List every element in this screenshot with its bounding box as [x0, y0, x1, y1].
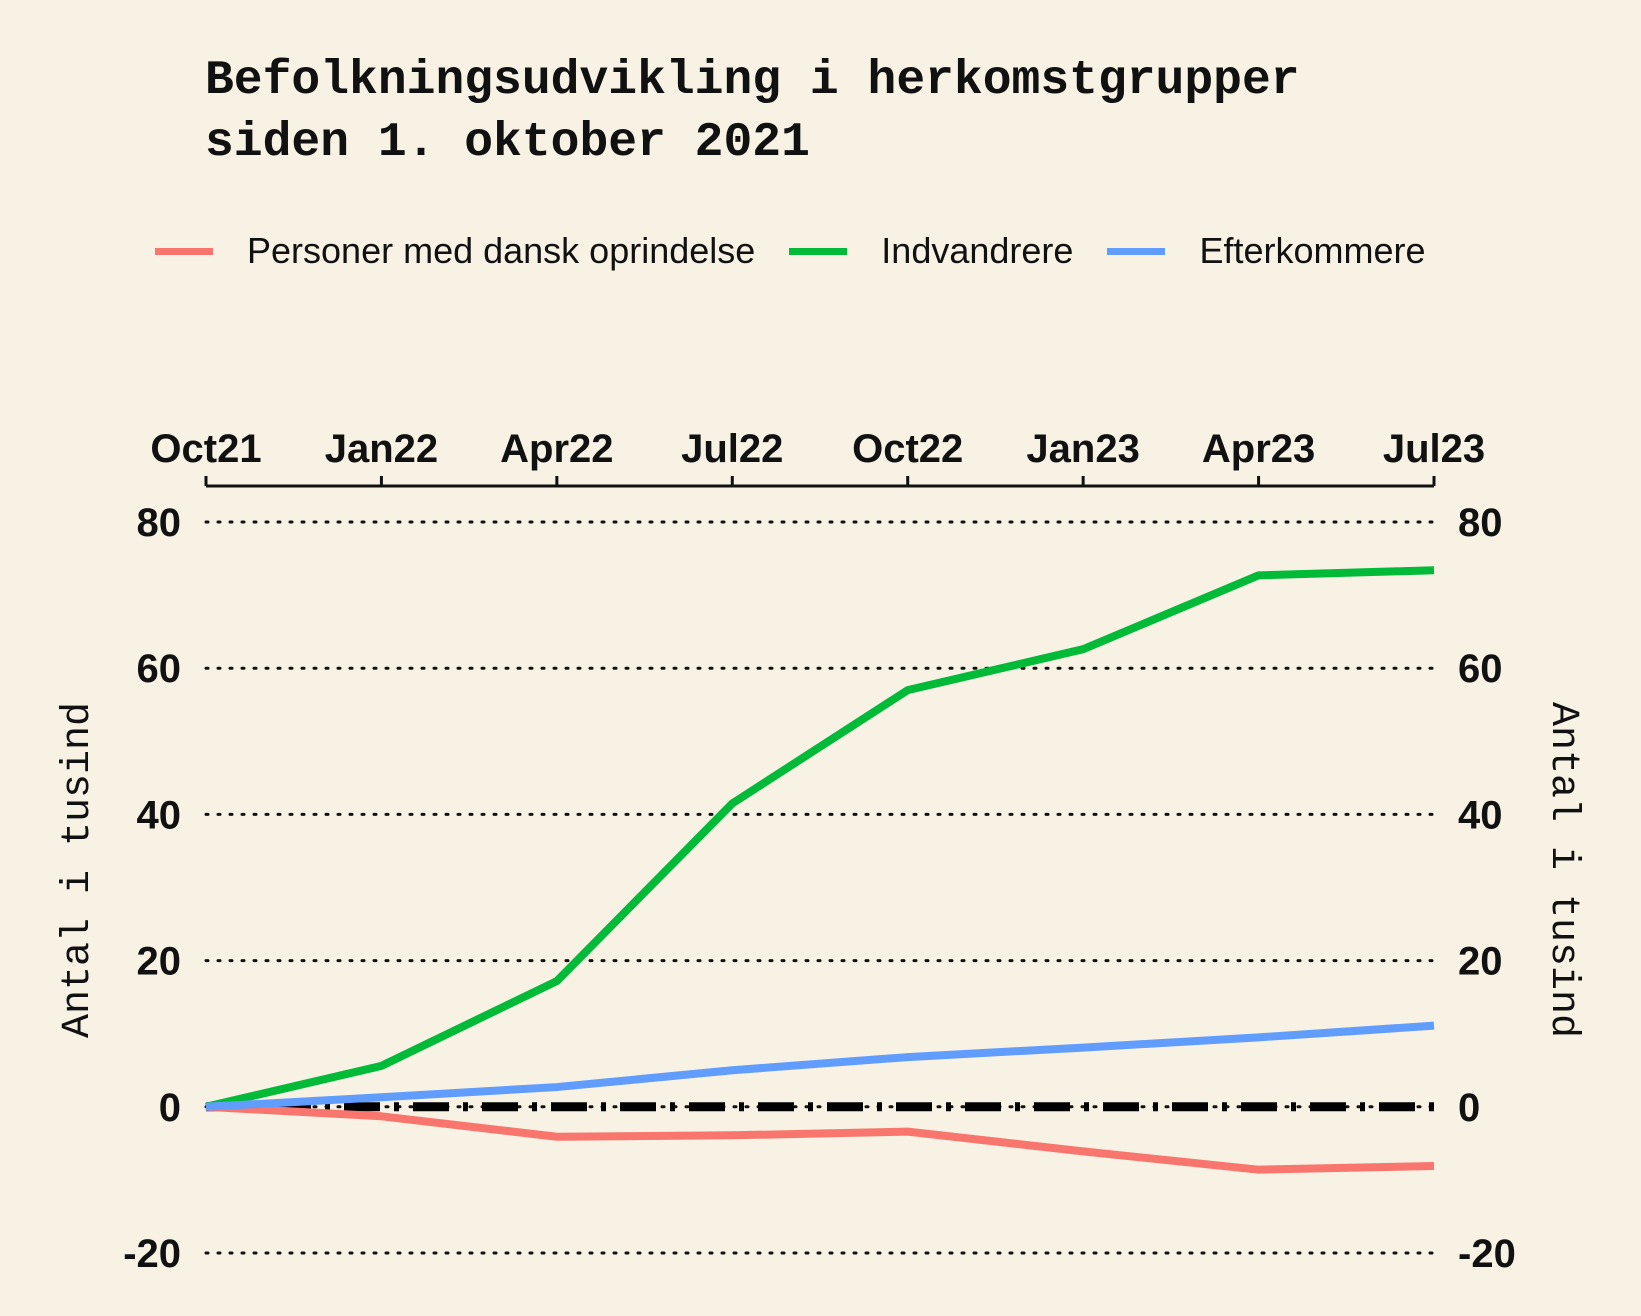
- legend-swatch: [789, 247, 848, 255]
- x-tick-label: Oct21: [150, 427, 261, 471]
- legend-swatch: [155, 247, 213, 255]
- legend: Personer med dansk oprindelse Indvandrere…: [155, 230, 1460, 272]
- y-tick-label-right: 80: [1458, 501, 1503, 545]
- y-tick-label-right: 60: [1458, 647, 1503, 691]
- x-tick-label: Jul22: [681, 427, 783, 471]
- x-tick-label: Jul23: [1383, 427, 1485, 471]
- legend-label: Efterkommere: [1199, 230, 1426, 271]
- x-tick-label: Apr22: [500, 427, 613, 471]
- legend-item: Personer med dansk oprindelse: [155, 230, 755, 272]
- gridlines: [204, 520, 1436, 1255]
- y-axis-title-right: Antal i tusind: [1540, 702, 1585, 1038]
- y-tick-label-right: 0: [1458, 1086, 1480, 1130]
- x-tick-label: Oct22: [852, 427, 963, 471]
- y-axis-title-left: Antal i tusind: [56, 702, 101, 1038]
- y-tick-label-left: 0: [159, 1086, 181, 1130]
- y-tick-label-left: 20: [137, 940, 182, 984]
- legend-item: Efterkommere: [1107, 230, 1426, 272]
- y-tick-label-right: -20: [1458, 1232, 1516, 1276]
- y-tick-label-left: 40: [137, 793, 182, 837]
- x-tick-label: Apr23: [1202, 427, 1315, 471]
- y-axis-right: -20 0 20 40 60 80: [1458, 501, 1516, 1276]
- y-tick-label-left: 60: [137, 647, 182, 691]
- x-axis: Oct21 Jan22 Apr22 Jul22 Oct22 Jan23 Apr23 Jul23: [150, 427, 1485, 488]
- x-tick-label: Jan22: [325, 427, 438, 471]
- legend-swatch: [1107, 247, 1166, 255]
- chart-title: Befolkningsudvikling i herkomstgrupper s…: [205, 54, 1300, 170]
- legend-item: Indvandrere: [789, 230, 1073, 272]
- legend-label: Indvandrere: [881, 230, 1074, 271]
- legend-label: Personer med dansk oprindelse: [247, 230, 756, 271]
- y-tick-label-right: 20: [1458, 940, 1503, 984]
- series-lines: [205, 566, 1435, 1174]
- y-axis-left: -20 0 20 40 60 80: [123, 501, 181, 1276]
- y-tick-label-left: -20: [123, 1232, 181, 1276]
- series-line-personer-med-dansk-oprindelse: [205, 1102, 1435, 1174]
- series-line-indvandrere: [205, 566, 1435, 1111]
- series-line-efterkommere: [205, 1021, 1435, 1111]
- x-tick-label: Jan23: [1026, 427, 1139, 471]
- y-tick-label-left: 80: [137, 501, 182, 545]
- y-tick-label-right: 40: [1458, 793, 1503, 837]
